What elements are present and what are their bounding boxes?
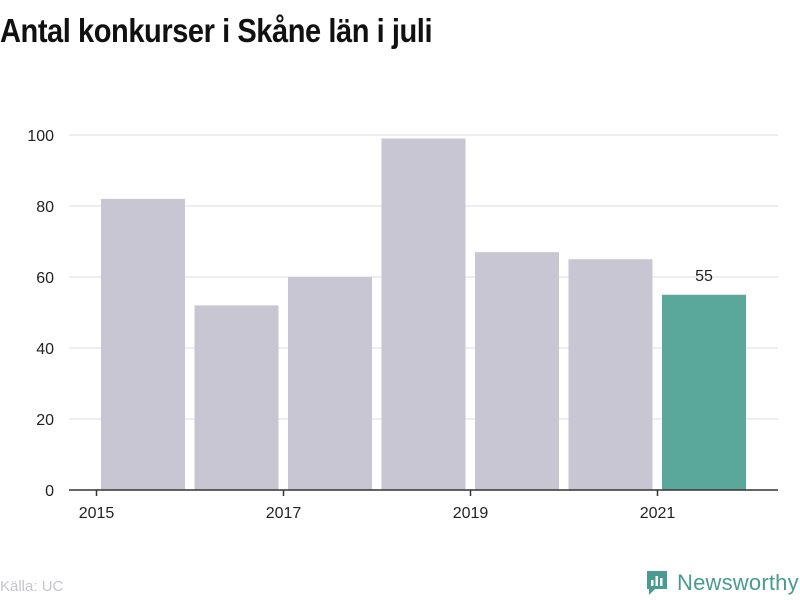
y-tick-label: 40 — [36, 341, 54, 358]
brand-logo: Newsworthy — [645, 568, 799, 598]
bar-2016 — [194, 305, 279, 490]
x-tick-label: 2019 — [453, 505, 489, 522]
bar-2021 — [662, 294, 746, 490]
bar-2017 — [288, 277, 372, 490]
bar-2019 — [475, 252, 559, 490]
y-tick-label: 80 — [36, 199, 54, 216]
newsworthy-logo-icon — [647, 571, 667, 595]
chart-title: Antal konkurser i Skåne län i juli — [0, 12, 433, 49]
y-tick-label: 60 — [36, 270, 54, 287]
y-tick-label: 20 — [36, 412, 54, 429]
y-tick-label: 100 — [27, 128, 54, 145]
x-tick-label: 2021 — [640, 505, 676, 522]
bar-2018 — [381, 138, 466, 491]
source-note: Källa: UC — [0, 578, 64, 595]
x-tick-label: 2017 — [266, 505, 302, 522]
bar-2020 — [568, 259, 653, 490]
data-label: 55 — [695, 268, 713, 285]
x-tick-label: 2015 — [79, 505, 115, 522]
y-tick-label: 0 — [45, 483, 54, 500]
bar-2015 — [101, 198, 185, 490]
brand-name: Newsworthy — [677, 570, 799, 595]
